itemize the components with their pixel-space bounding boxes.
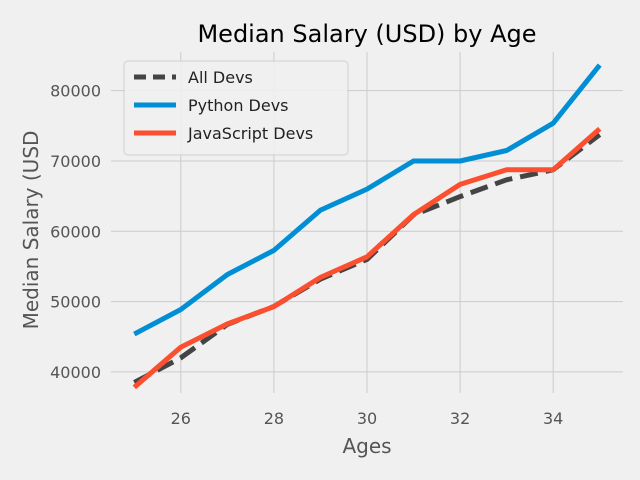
x-tick-label: 30 [357,409,377,428]
x-tick-label: 28 [264,409,284,428]
legend-label-javascript-devs: JavaScript Devs [187,124,313,143]
y-tick-label: 80000 [50,82,101,101]
series-layer [132,63,602,390]
series-line-javascript-devs [132,126,602,390]
y-axis-label: Median Salary (USD [19,131,43,330]
legend-frame [123,60,349,156]
x-tick-label: 32 [450,409,470,428]
y-tick-label: 60000 [50,222,101,241]
x-tick-label: 34 [543,409,563,428]
y-tick-label: 40000 [50,363,101,382]
grid-lines [111,52,623,393]
series-line-python-devs [133,63,602,337]
legend-label-all-devs: All Devs [188,68,253,87]
legend: All Devs Python Devs JavaScript Devs [123,60,349,156]
x-tick-label: 26 [171,409,191,428]
tick-labels: 26 28 30 32 34 40000 50000 60000 70000 80000 [50,82,563,428]
x-axis-label: Ages [342,434,391,458]
y-tick-label: 70000 [50,152,101,171]
legend-label-python-devs: Python Devs [188,96,289,115]
y-tick-label: 50000 [50,293,101,312]
chart-title: Median Salary (USD) by Age [197,20,536,48]
